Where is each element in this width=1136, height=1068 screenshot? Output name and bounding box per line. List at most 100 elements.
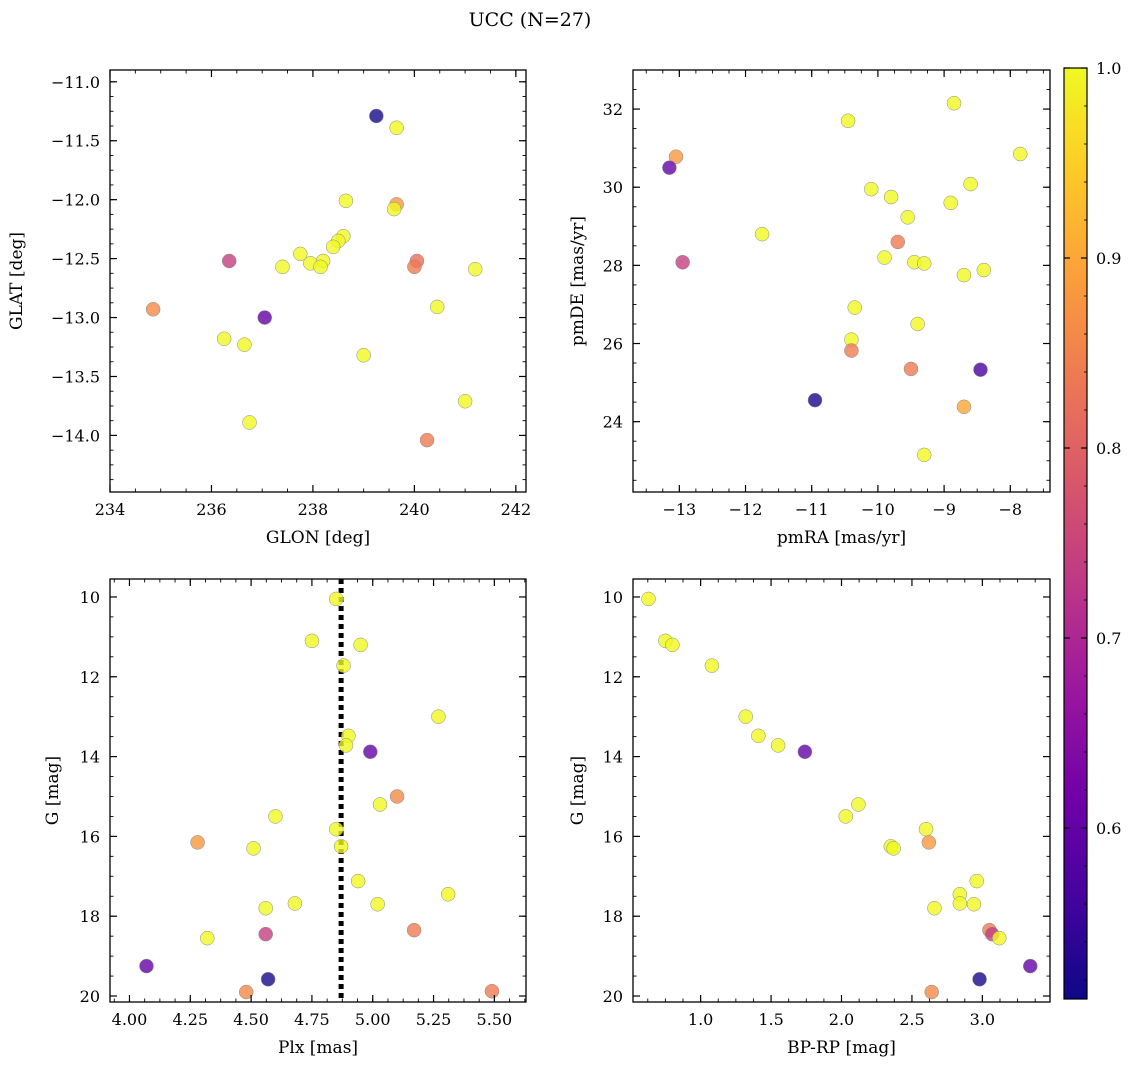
x-tick-label: 236 bbox=[196, 500, 227, 519]
y-tick-label: 16 bbox=[80, 827, 100, 846]
scatter-point bbox=[406, 922, 422, 938]
figure-title: UCC (N=27) bbox=[469, 9, 592, 31]
scatter-point bbox=[877, 250, 892, 265]
x-tick-label: 2.0 bbox=[829, 1010, 854, 1029]
scatter-point bbox=[338, 193, 354, 209]
scatter-point bbox=[328, 591, 344, 607]
y-tick-label: 32 bbox=[603, 100, 623, 119]
scatter-point bbox=[1023, 958, 1038, 974]
scatter-point bbox=[242, 415, 257, 430]
scatter-point bbox=[807, 392, 823, 408]
y-tick-label: 28 bbox=[603, 256, 623, 275]
colorbar-tick-label: 0.8 bbox=[1096, 439, 1121, 458]
scatter-point bbox=[338, 738, 354, 753]
scatter-point bbox=[890, 234, 906, 250]
scatter-point bbox=[924, 984, 939, 1000]
scatter-point bbox=[675, 254, 690, 270]
y-tick-label: −13.5 bbox=[51, 367, 100, 386]
scatter-point bbox=[916, 447, 932, 463]
scatter-point bbox=[200, 930, 215, 946]
scatter-point bbox=[221, 253, 237, 269]
scatter-point bbox=[257, 310, 272, 325]
colorbar-tick-label: 1.0 bbox=[1096, 59, 1121, 78]
y-tick-label: 18 bbox=[603, 907, 623, 926]
scatter-point bbox=[369, 108, 384, 124]
plot-area bbox=[633, 70, 1050, 492]
x-tick-label: 1.0 bbox=[688, 1010, 713, 1029]
colorbar-tick-label: 0.6 bbox=[1096, 819, 1121, 838]
scatter-point bbox=[313, 259, 328, 275]
x-tick-label: 4.50 bbox=[233, 1010, 269, 1029]
scatter-point bbox=[484, 983, 500, 999]
scatter-point bbox=[268, 809, 283, 824]
scatter-point bbox=[704, 658, 720, 673]
x-tick-label: 2.5 bbox=[899, 1010, 924, 1029]
scatter-point bbox=[956, 399, 972, 415]
scatter-point bbox=[238, 984, 254, 1000]
scatter-point bbox=[457, 393, 473, 409]
x-axis-label: pmRA [mas/yr] bbox=[777, 528, 906, 548]
scatter-point bbox=[969, 873, 984, 889]
y-axis-label: pmDE [mas/yr] bbox=[568, 216, 588, 346]
colorbar-tick-label: 0.9 bbox=[1096, 249, 1121, 268]
y-tick-label: 24 bbox=[603, 413, 623, 432]
scatter-point bbox=[275, 259, 290, 275]
scatter-point bbox=[943, 195, 958, 211]
scatter-point bbox=[328, 821, 344, 837]
scatter-point bbox=[190, 835, 205, 850]
scatter-point bbox=[287, 896, 303, 911]
y-tick-label: −12.5 bbox=[51, 250, 100, 269]
y-tick-label: 10 bbox=[603, 588, 623, 607]
x-tick-label: 5.50 bbox=[477, 1010, 513, 1029]
scatter-point bbox=[966, 896, 982, 912]
x-tick-label: −13 bbox=[662, 500, 696, 519]
y-tick-label: 26 bbox=[603, 335, 623, 354]
colorbar: 0.6 0.7 0.8 0.9 1.0 bbox=[1063, 59, 1121, 1000]
scatter-point bbox=[972, 972, 987, 987]
scatter-point bbox=[246, 841, 261, 856]
y-axis-label: GLAT [deg] bbox=[7, 232, 27, 330]
y-tick-label: 20 bbox=[603, 987, 623, 1006]
scatter-point bbox=[407, 259, 422, 275]
y-tick-label: 12 bbox=[80, 668, 100, 687]
scatter-point bbox=[797, 744, 813, 760]
x-tick-label: −8 bbox=[998, 500, 1022, 519]
plot-area bbox=[633, 579, 1050, 1002]
y-tick-label: 30 bbox=[603, 178, 623, 197]
axes-frame bbox=[632, 578, 1051, 1003]
scatter-point bbox=[372, 797, 388, 812]
x-tick-label: 1.5 bbox=[758, 1010, 783, 1029]
scatter-point bbox=[260, 972, 276, 987]
scatter-point bbox=[910, 316, 925, 332]
scatter-point bbox=[927, 900, 942, 916]
scatter-point bbox=[665, 637, 680, 653]
scatter-points bbox=[662, 95, 1028, 463]
scatter-point bbox=[386, 201, 402, 217]
scatter-point bbox=[946, 95, 962, 111]
scatter-point bbox=[139, 958, 154, 974]
panel-bprp-g: 1.0 1.5 2.0 2.5 3.0 10 12 14 16 18 20 BP-RP [mag] G … bbox=[568, 578, 1051, 1058]
y-tick-label: 20 bbox=[80, 987, 100, 1006]
x-tick-label: 234 bbox=[95, 500, 126, 519]
scatter-point bbox=[431, 709, 446, 724]
y-tick-label: 14 bbox=[80, 748, 100, 767]
colorbar-gradient bbox=[1063, 67, 1088, 1000]
y-tick-label: 12 bbox=[603, 668, 623, 687]
plot-area bbox=[110, 579, 526, 1002]
y-tick-label: −13.0 bbox=[51, 309, 100, 328]
scatter-point bbox=[292, 246, 308, 262]
axes-frame bbox=[632, 69, 1051, 493]
scatter-point bbox=[754, 226, 770, 242]
x-tick-label: 5.00 bbox=[355, 1010, 391, 1029]
x-tick-label: 240 bbox=[399, 500, 430, 519]
plot-area bbox=[110, 70, 526, 492]
scatter-point bbox=[662, 160, 677, 175]
scatter-point bbox=[145, 302, 161, 317]
x-tick-label: −11 bbox=[795, 500, 829, 519]
y-axis-label: G [mag] bbox=[568, 756, 588, 825]
scatter-point bbox=[419, 432, 435, 448]
panel-plx-g: 4.00 4.25 4.50 4.75 5.00 5.25 5.50 10 12 14 16 18 20… bbox=[43, 578, 527, 1058]
scatter-point bbox=[976, 262, 992, 278]
scatter-point bbox=[429, 299, 445, 315]
panel-glon-glat: 234 236 238 240 242 −11.0 −11.5 −12.0 −12.5 −13.0… bbox=[7, 69, 531, 548]
